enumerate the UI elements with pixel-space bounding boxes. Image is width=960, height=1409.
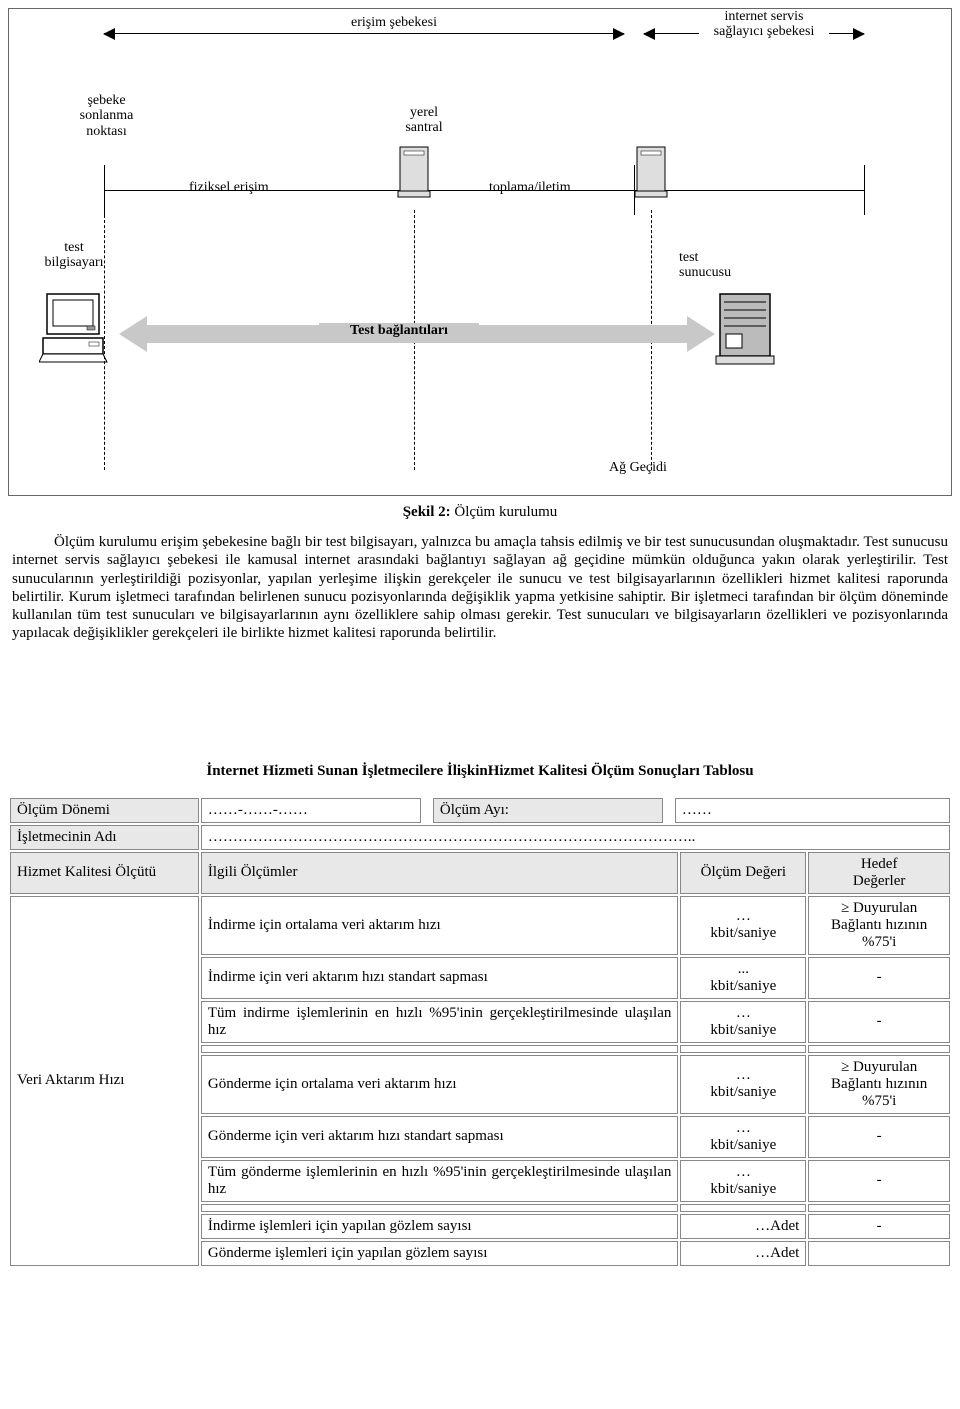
network-diagram: erişim şebekesi internet servissağlayıcı… xyxy=(8,8,952,496)
measures-hdr: İlgili Ölçümler xyxy=(201,852,678,894)
row-m1: Veri Aktarım Hızı İndirme için ortalama … xyxy=(10,896,950,955)
operator-label: İşletmecinin Adı xyxy=(10,825,199,850)
m4: Gönderme için ortalama veri aktarım hızı xyxy=(201,1055,678,1114)
period-label: Ölçüm Dönemi xyxy=(10,798,199,823)
access-network-arrow xyxy=(104,33,624,34)
m6-val: …kbit/saniye xyxy=(680,1160,806,1202)
m3-val: …kbit/saniye xyxy=(680,1001,806,1043)
m1-target: ≥ Duyurulan Bağlantı hızının %75'i xyxy=(808,896,950,955)
caption-bold: Şekil 2: xyxy=(403,504,451,520)
figure-caption: Şekil 2: Ölçüm kurulumu xyxy=(8,504,952,521)
physical-access-label: fiziksel erişim xyxy=(189,180,269,196)
m1: İndirme için ortalama veri aktarım hızı xyxy=(201,896,678,955)
row-operator: İşletmecinin Adı ……………………………………………………………… xyxy=(10,825,950,850)
m8-target xyxy=(808,1241,950,1266)
m7-target: - xyxy=(808,1214,950,1239)
isp-network-label: internet servissağlayıcı şebekesi xyxy=(699,9,829,40)
m2: İndirme için veri aktarım hızı standart … xyxy=(201,957,678,999)
qos-table: Ölçüm Dönemi ……-……-…… Ölçüm Ayı: …… İşle… xyxy=(8,796,952,1268)
aggregation-label: toplama/iletim xyxy=(489,180,571,196)
dashed-1 xyxy=(104,215,105,470)
table-title: İnternet Hizmeti Sunan İşletmecilere İli… xyxy=(8,763,952,780)
access-network-label: erişim şebekesi xyxy=(319,15,469,31)
m4-target: ≥ Duyurulan Bağlantı hızının %75'i xyxy=(808,1055,950,1114)
test-pc-label: testbilgisayarı xyxy=(29,240,119,271)
m3-target: - xyxy=(808,1001,950,1043)
m8: Gönderme işlemleri için yapılan gözlem s… xyxy=(201,1241,678,1266)
body-paragraph: Ölçüm kurulumu erişim şebekesine bağlı b… xyxy=(12,533,948,643)
m8-val: …Adet xyxy=(680,1241,806,1266)
local-exchange-label: yerelsantral xyxy=(389,105,459,136)
termination-label: şebekesonlanmanoktası xyxy=(59,93,154,139)
row-period: Ölçüm Dönemi ……-……-…… Ölçüm Ayı: …… xyxy=(10,798,950,823)
test-links-label: Test bağlantıları xyxy=(319,323,479,339)
m6-target: - xyxy=(808,1160,950,1202)
m2-target: - xyxy=(808,957,950,999)
caption-text: Ölçüm kurulumu xyxy=(451,504,558,520)
gateway-label: Ağ Geçidi xyxy=(609,460,667,476)
period-value: ……-……-…… xyxy=(201,798,421,823)
m1-val: …kbit/saniye xyxy=(680,896,806,955)
m5: Gönderme için veri aktarım hızı standart… xyxy=(201,1116,678,1158)
m4-val: …kbit/saniye xyxy=(680,1055,806,1114)
target-hdr: HedefDeğerler xyxy=(808,852,950,894)
diagram-canvas: erişim şebekesi internet servissağlayıcı… xyxy=(19,15,941,485)
m5-target: - xyxy=(808,1116,950,1158)
tick-4 xyxy=(864,165,865,215)
m5-val: …kbit/saniye xyxy=(680,1116,806,1158)
m7: İndirme işlemleri için yapılan gözlem sa… xyxy=(201,1214,678,1239)
paragraph-text: Ölçüm kurulumu erişim şebekesine bağlı b… xyxy=(12,534,948,641)
m7-val: …Adet xyxy=(680,1214,806,1239)
criterion-cell: Veri Aktarım Hızı xyxy=(10,896,199,1266)
pc-icon xyxy=(39,290,119,365)
exchange-icon-1 xyxy=(394,145,434,200)
month-value: …… xyxy=(675,798,950,823)
tick-1 xyxy=(104,165,105,215)
m2-val: ...kbit/saniye xyxy=(680,957,806,999)
test-server-label: testsunucusu xyxy=(679,250,759,281)
month-label: Ölçüm Ayı: xyxy=(433,798,663,823)
m3: Tüm indirme işlemlerinin en hızlı %95'in… xyxy=(201,1001,678,1043)
m6: Tüm gönderme işlemlerinin en hızlı %95'i… xyxy=(201,1160,678,1202)
exchange-icon-2 xyxy=(631,145,671,200)
operator-value: …………………………………………………………………………………….. xyxy=(201,825,950,850)
value-hdr: Ölçüm Değeri xyxy=(680,852,806,894)
row-headers: Hizmet Kalitesi Ölçütü İlgili Ölçümler Ö… xyxy=(10,852,950,894)
server-icon xyxy=(714,290,784,370)
criterion-hdr: Hizmet Kalitesi Ölçütü xyxy=(10,852,199,894)
